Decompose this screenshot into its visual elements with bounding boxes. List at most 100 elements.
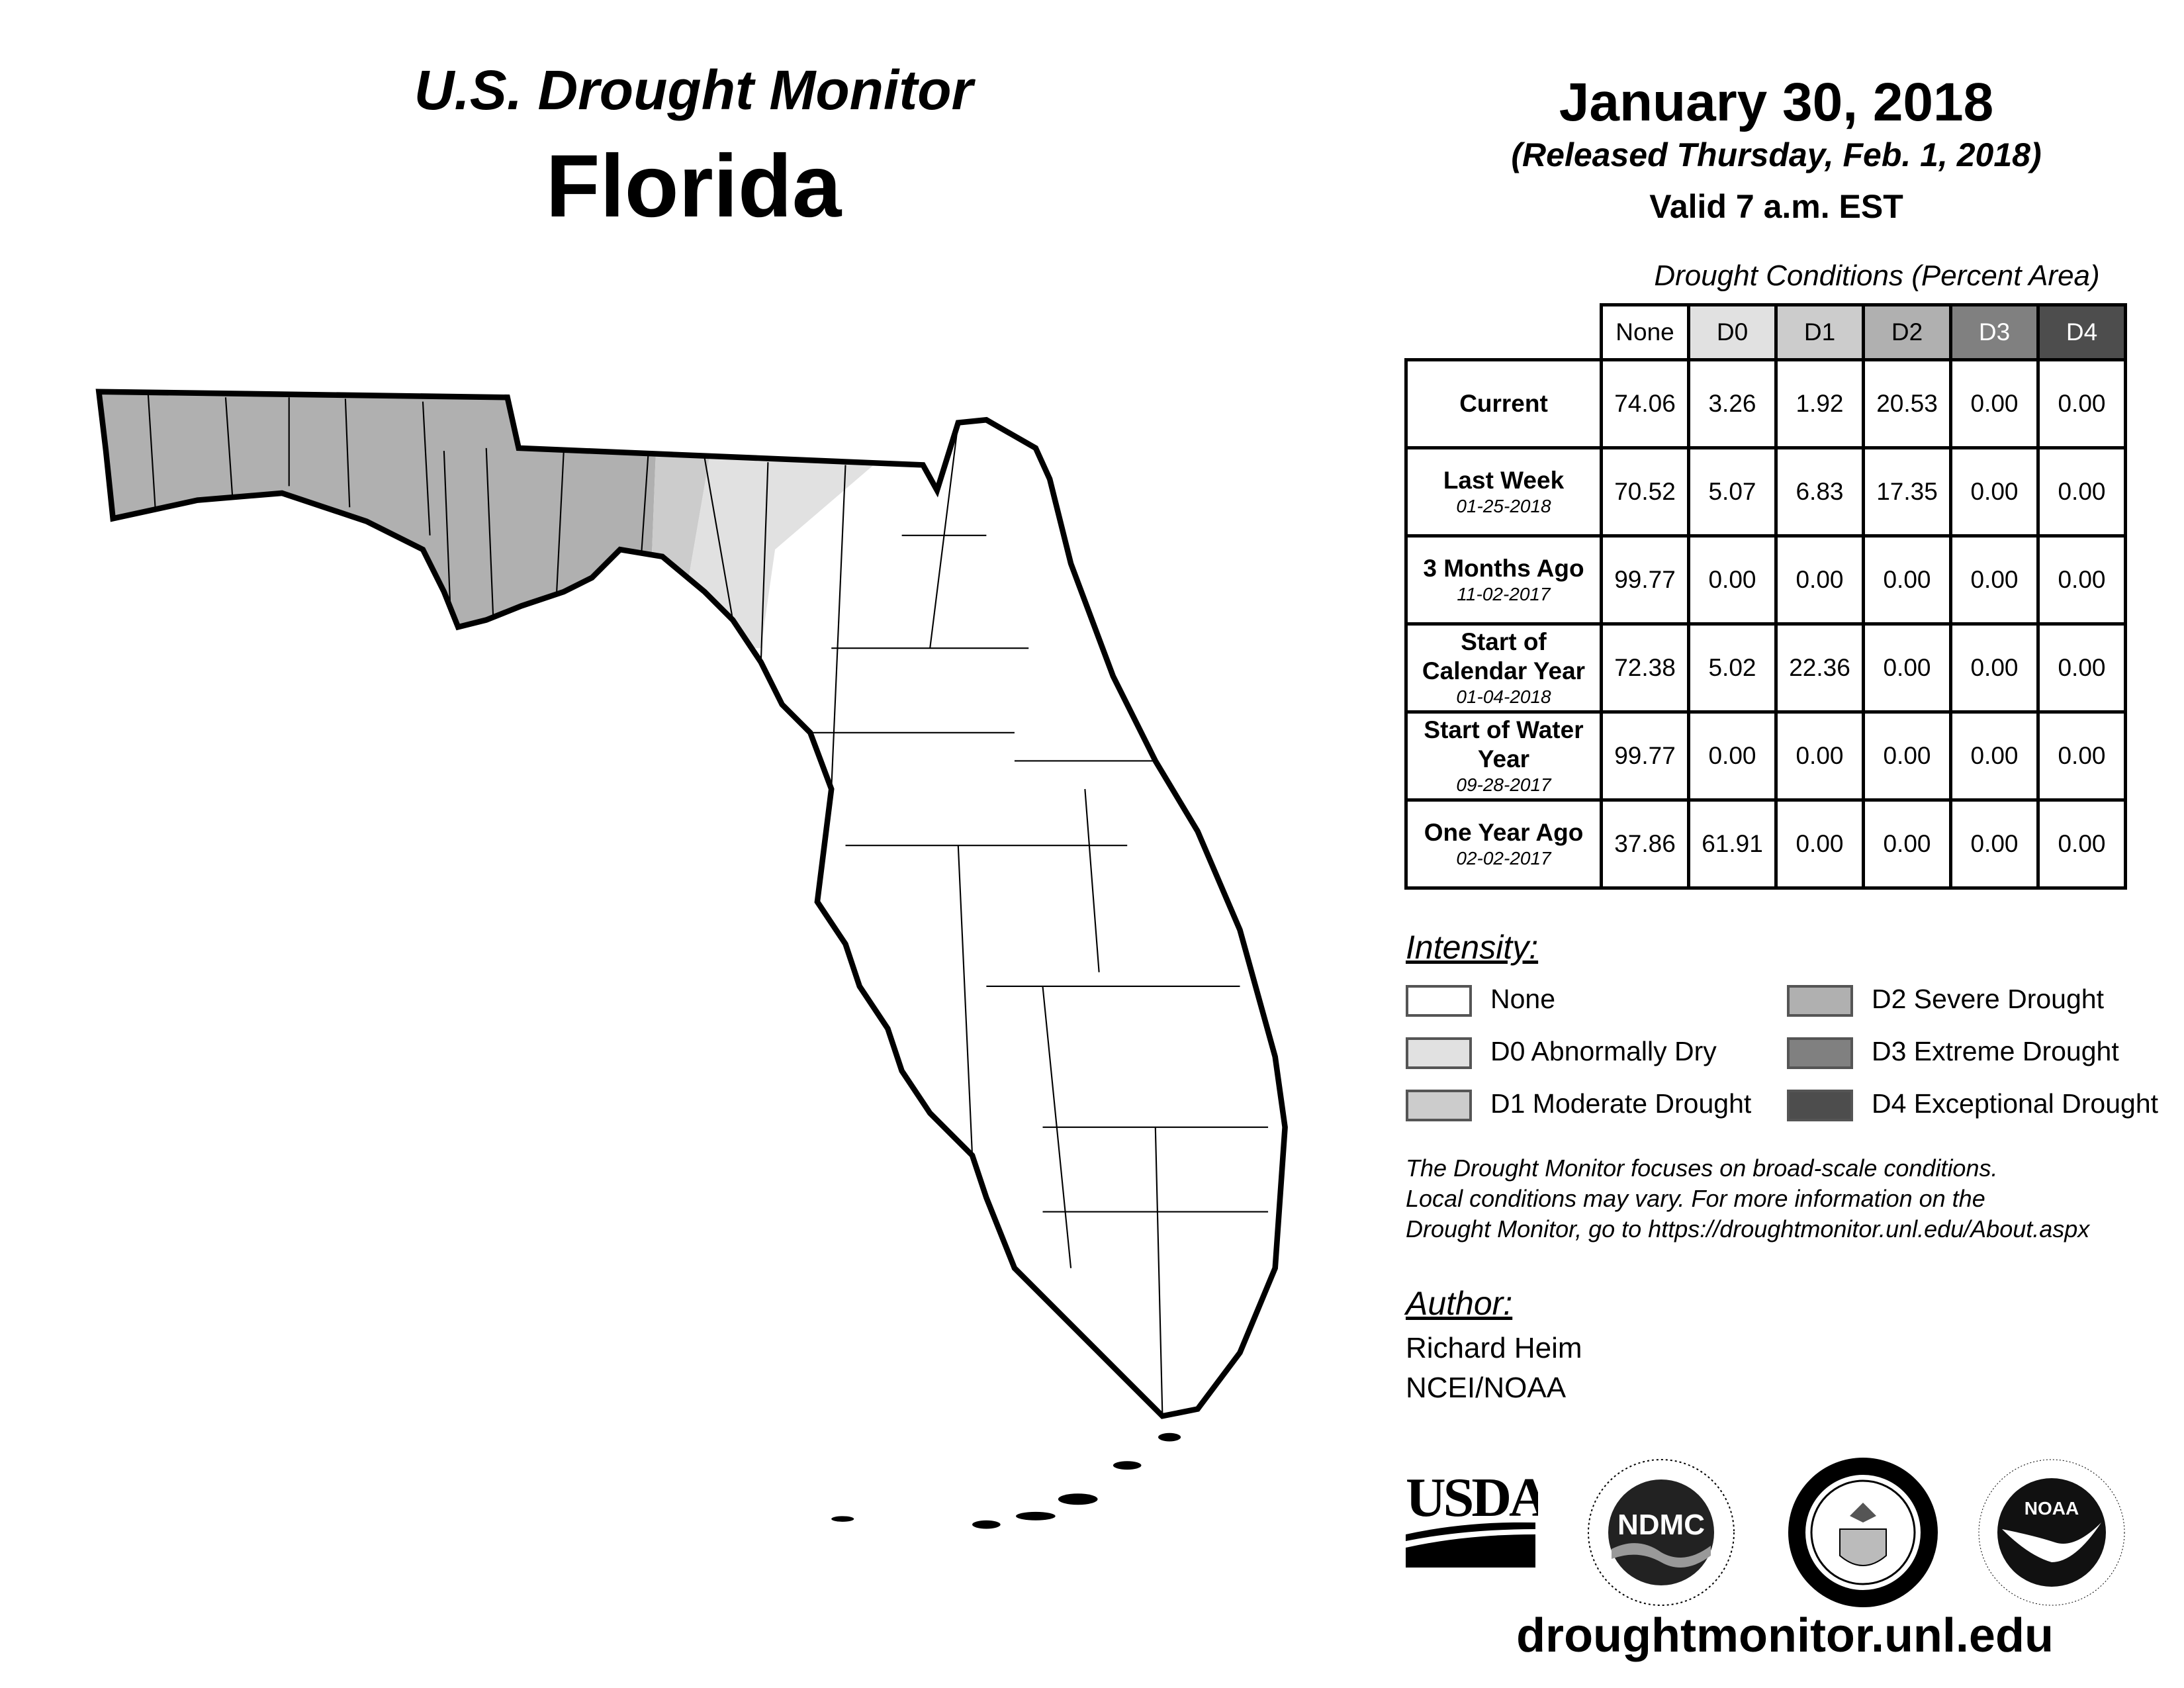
cell-d3: 0.00 [1949,534,2040,626]
table-row: Current 74.06 3.26 1.92 20.53 0.00 0.00 [1404,358,2127,449]
noaa-logo: NOAA [1978,1459,2125,1606]
row-date: 01-25-2018 [1456,496,1551,516]
map-subtitle: U.S. Drought Monitor [414,59,974,121]
county-lines [147,394,1269,1417]
row-label: Start of Water Year 09-28-2017 [1404,710,1603,802]
cell-d4: 0.00 [2036,534,2127,626]
florida-keys [831,1432,1181,1529]
column-header-d4: D4 [2036,303,2127,361]
table-row: Last Week 01-25-2018 70.52 5.07 6.83 17.35 0.0… [1404,446,2127,538]
cell-d2: 20.53 [1862,358,1952,449]
legend-label: None [1490,984,1556,1014]
column-header-d3: D3 [1949,303,2040,361]
cell-d0: 3.26 [1687,358,1778,449]
row-label: 3 Months Ago 11-02-2017 [1404,534,1603,626]
svg-text:NDMC: NDMC [1617,1509,1705,1541]
column-header-d0: D0 [1687,303,1778,361]
cell-d2: 0.00 [1862,534,1952,626]
cell-none: 99.77 [1600,710,1690,802]
cell-d3: 0.00 [1949,710,2040,802]
row-label-text: Start of Water Year [1424,716,1584,773]
cell-none: 72.38 [1600,622,1690,714]
author-title: Author: [1406,1285,1513,1322]
table-corner [1406,305,1603,361]
cell-d1: 0.00 [1774,710,1865,802]
legend-swatch [1787,1037,1853,1069]
cell-none: 37.86 [1600,798,1690,890]
row-date: 02-02-2017 [1456,848,1551,868]
cell-d4: 0.00 [2036,798,2127,890]
cell-d3: 0.00 [1949,798,2040,890]
cell-d0: 5.02 [1687,622,1778,714]
cell-d4: 0.00 [2036,622,2127,714]
cell-d4: 0.00 [2036,358,2127,449]
cell-d1: 22.36 [1774,622,1865,714]
row-label: One Year Ago 02-02-2017 [1404,798,1603,890]
row-label-text: Last Week [1443,467,1565,494]
cell-none: 99.77 [1600,534,1690,626]
cell-d0: 0.00 [1687,710,1778,802]
row-date: 11-02-2017 [1457,584,1551,604]
column-header-d1: D1 [1774,303,1865,361]
cell-d2: 0.00 [1862,798,1952,890]
legend-swatch [1406,1037,1472,1069]
cell-d0: 0.00 [1687,534,1778,626]
cell-d1: 6.83 [1774,446,1865,538]
disclaimer-note: The Drought Monitor focuses on broad-sca… [1406,1153,2180,1244]
state-title: Florida [545,137,842,236]
cell-d0: 61.91 [1687,798,1778,890]
cell-d1: 0.00 [1774,534,1865,626]
cell-d0: 5.07 [1687,446,1778,538]
cell-d1: 1.92 [1774,358,1865,449]
legend-label: D0 Abnormally Dry [1490,1036,1717,1066]
column-header-none: None [1600,303,1690,361]
d0-area [676,391,987,649]
map-date: January 30, 2018 [1559,72,1994,132]
drought-conditions-table: None D0 D1 D2 D3 D4 Current 74.06 3.26 1.92 20.53… [1404,303,2127,890]
row-label: Start of Calendar Year 01-04-2018 [1404,622,1603,714]
footer-url[interactable]: droughtmonitor.unl.edu [1516,1609,2054,1662]
legend-title: Intensity: [1406,929,1539,966]
row-date: 01-04-2018 [1456,686,1551,707]
legend-swatch [1406,985,1472,1017]
legend-label: D4 Exceptional Drought [1872,1088,2159,1119]
cell-d3: 0.00 [1949,446,2040,538]
table-row: 3 Months Ago 11-02-2017 99.77 0.00 0.00 0.00 0… [1404,534,2127,626]
table-row: One Year Ago 02-02-2017 37.86 61.91 0.00 0.00… [1404,798,2127,890]
ndmc-logo: NDMC [1588,1459,1735,1606]
cell-none: 74.06 [1600,358,1690,449]
author-name: Richard Heim [1406,1332,1582,1364]
row-label-text: 3 Months Ago [1423,555,1584,582]
cell-d2: 0.00 [1862,710,1952,802]
cell-d3: 0.00 [1949,358,2040,449]
d1-area [648,391,740,649]
commerce-seal [1788,1458,1938,1607]
row-label-text: Start of Calendar Year [1422,628,1586,684]
cell-d2: 17.35 [1862,446,1952,538]
cell-d3: 0.00 [1949,622,2040,714]
legend-swatch [1406,1090,1472,1121]
legend-label: D1 Moderate Drought [1490,1088,1752,1119]
row-label-text: One Year Ago [1424,819,1584,846]
column-header-d2: D2 [1862,303,1952,361]
author-org: NCEI/NOAA [1406,1372,1567,1404]
usda-logo: USDA [1406,1468,1538,1568]
table-row: Start of Water Year 09-28-2017 99.77 0.00 0.… [1404,710,2127,802]
note-line: The Drought Monitor focuses on broad-sca… [1406,1154,1998,1182]
valid-time: Valid 7 a.m. EST [1649,188,1903,225]
legend-label: D2 Severe Drought [1872,984,2104,1014]
table-row: Start of Calendar Year 01-04-2018 72.38 5.0… [1404,622,2127,714]
table-title: Drought Conditions (Percent Area) [1654,259,2100,292]
cell-d1: 0.00 [1774,798,1865,890]
row-date: 09-28-2017 [1456,774,1551,795]
row-label-text: Current [1459,390,1548,417]
row-label: Last Week 01-25-2018 [1404,446,1603,538]
note-line: Local conditions may vary. For more info… [1406,1185,1985,1212]
cell-d4: 0.00 [2036,710,2127,802]
release-date: (Released Thursday, Feb. 1, 2018) [1511,136,2042,173]
svg-text:USDA: USDA [1406,1468,1538,1528]
legend-swatch [1787,1090,1853,1121]
cell-none: 70.52 [1600,446,1690,538]
legend-label: D3 Extreme Drought [1872,1036,2119,1066]
